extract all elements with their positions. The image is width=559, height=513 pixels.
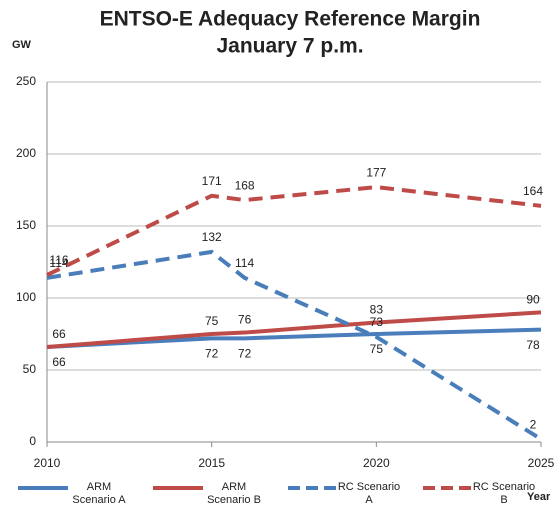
data-label: 83: [370, 303, 384, 317]
y-tick-label: 0: [29, 434, 36, 448]
data-label: 72: [238, 346, 252, 360]
series-line: [46, 327, 542, 349]
series-line: [46, 185, 542, 277]
series-line: [46, 310, 542, 349]
data-label: 73: [370, 315, 384, 329]
data-label: 2: [530, 417, 537, 431]
legend-label: ARM Scenario A: [72, 481, 126, 506]
chart-subtitle: January 7 p.m.: [216, 35, 363, 58]
x-tick-label: 2020: [363, 456, 390, 470]
x-tick-label: 2015: [198, 456, 225, 470]
data-label: 177: [366, 165, 386, 179]
data-label: 75: [205, 314, 219, 328]
data-label: 114: [235, 256, 254, 270]
x-axis-label: Year: [527, 491, 551, 503]
data-label: 72: [205, 346, 219, 360]
y-tick-label: 50: [23, 362, 37, 376]
y-tick-label: 150: [16, 218, 36, 232]
y-tick-label: 100: [16, 290, 36, 304]
data-label: 164: [523, 184, 543, 198]
data-label: 66: [52, 355, 66, 369]
x-tick-label: 2010: [34, 456, 61, 470]
legend-label: RC Scenario B: [472, 481, 536, 506]
data-label: 75: [370, 342, 384, 356]
y-tick-label: 250: [16, 74, 36, 88]
data-label: 66: [52, 327, 66, 341]
chart-title: ENTSO-E Adequacy Reference Margin: [100, 8, 481, 31]
y-tick-label: 200: [16, 146, 36, 160]
data-label: 171: [202, 174, 222, 188]
legend-label: ARM Scenario B: [207, 481, 261, 506]
y-axis-label: GW: [12, 39, 32, 51]
data-label: 132: [202, 230, 222, 244]
data-label: 168: [235, 178, 255, 192]
legend-label: RC Scenario A: [337, 481, 401, 506]
data-label: 76: [238, 313, 252, 327]
series-line: [46, 249, 543, 441]
data-label: 90: [526, 293, 540, 307]
data-label: 78: [526, 338, 540, 352]
x-tick-label: 2025: [528, 456, 555, 470]
data-label: 114: [49, 256, 68, 270]
data-label: 116: [49, 253, 68, 267]
